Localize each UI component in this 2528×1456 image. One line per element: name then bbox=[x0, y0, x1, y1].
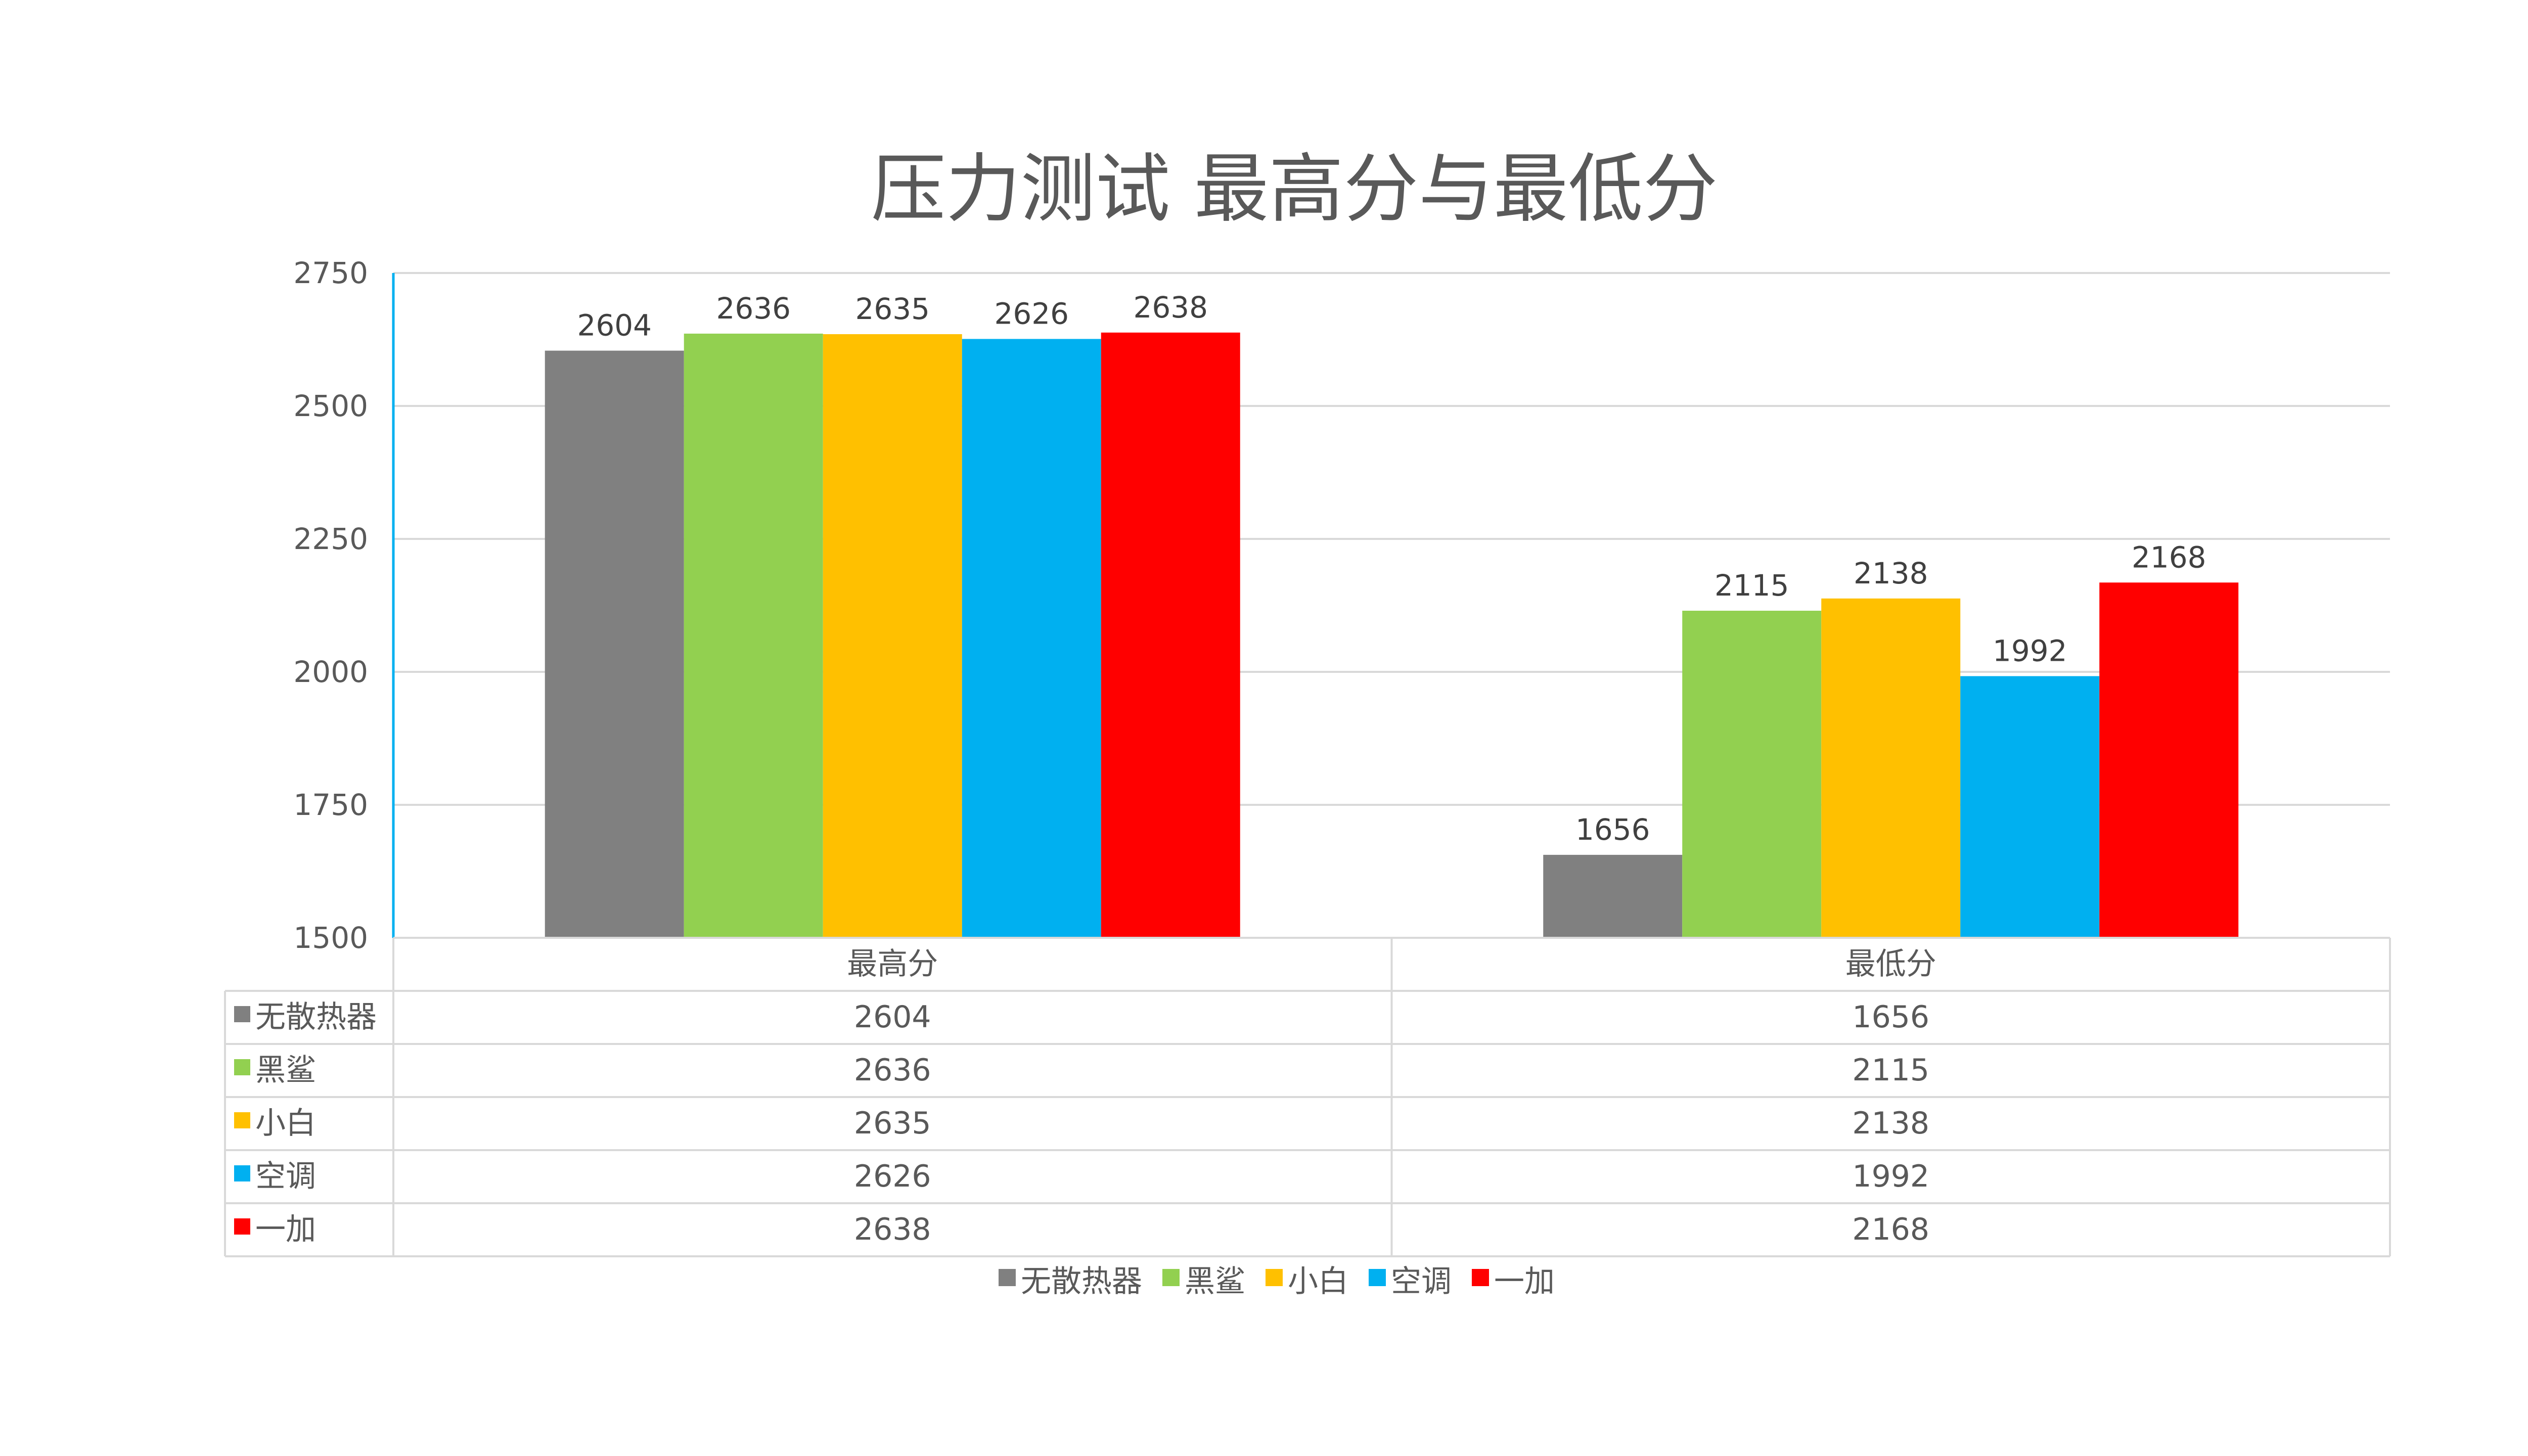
table-series-name: 小白 bbox=[255, 1106, 316, 1141]
legend-key bbox=[1266, 1269, 1283, 1286]
table-cell: 2626 bbox=[854, 1159, 931, 1194]
bar bbox=[1682, 611, 1822, 938]
y-tick-label: 2750 bbox=[293, 256, 368, 290]
legend-key bbox=[1162, 1269, 1180, 1286]
bar bbox=[1543, 854, 1683, 938]
data-label: 2635 bbox=[855, 292, 930, 326]
data-label: 2638 bbox=[1133, 290, 1208, 325]
y-axis: 1500 1750 2000 2250 2500 2750 bbox=[293, 256, 395, 955]
table-legend-key bbox=[234, 1112, 250, 1128]
data-label: 2115 bbox=[1714, 568, 1789, 603]
data-label: 1992 bbox=[1993, 633, 2067, 668]
bar bbox=[823, 334, 962, 938]
bars bbox=[545, 332, 2239, 938]
table-cell: 2635 bbox=[854, 1106, 931, 1141]
bar bbox=[962, 339, 1101, 938]
table-series-name: 一加 bbox=[255, 1212, 316, 1247]
table-cell: 2636 bbox=[854, 1053, 931, 1088]
bar bbox=[545, 350, 684, 938]
legend-label: 空调 bbox=[1391, 1264, 1452, 1299]
legend: 无散热器 黑鲨 小白 空调 一加 bbox=[999, 1264, 1555, 1299]
table-cell: 2604 bbox=[854, 999, 931, 1035]
legend-key bbox=[1369, 1269, 1386, 1286]
y-tick-label: 1500 bbox=[293, 921, 368, 955]
legend-label: 黑鲨 bbox=[1185, 1264, 1245, 1299]
category-label: 最高分 bbox=[847, 946, 938, 982]
table-series-name: 空调 bbox=[255, 1159, 316, 1194]
data-label: 2138 bbox=[1854, 556, 1928, 590]
data-label: 2636 bbox=[716, 291, 791, 326]
bar bbox=[1960, 676, 2100, 938]
legend-label: 小白 bbox=[1288, 1264, 1348, 1299]
y-tick-label: 2000 bbox=[293, 655, 368, 689]
data-label: 2168 bbox=[2132, 540, 2206, 574]
table-cell: 2138 bbox=[1852, 1106, 1929, 1141]
data-label: 2626 bbox=[994, 296, 1069, 331]
legend-key bbox=[999, 1269, 1016, 1286]
table-legend-key bbox=[234, 1165, 250, 1181]
bar bbox=[2099, 582, 2239, 938]
legend-label: 无散热器 bbox=[1021, 1264, 1142, 1299]
data-label: 2604 bbox=[577, 308, 652, 343]
bar bbox=[1821, 598, 1961, 938]
table-cell: 1992 bbox=[1852, 1159, 1929, 1194]
y-tick-label: 2250 bbox=[293, 522, 368, 556]
category-label: 最低分 bbox=[1845, 946, 1936, 982]
y-tick-label: 2500 bbox=[293, 389, 368, 423]
legend-key bbox=[1472, 1269, 1489, 1286]
bar bbox=[684, 333, 823, 938]
bar bbox=[1101, 332, 1240, 938]
y-tick-label: 1750 bbox=[293, 788, 368, 822]
legend-label: 一加 bbox=[1494, 1264, 1555, 1299]
data-label: 1656 bbox=[1575, 812, 1650, 847]
table-cell: 2115 bbox=[1852, 1053, 1929, 1088]
table-series-name: 无散热器 bbox=[255, 999, 377, 1035]
data-labels: 2604 2636 2635 2626 2638 1656 2115 2138 1992 2168 bbox=[577, 290, 2206, 847]
table-series-name: 黑鲨 bbox=[255, 1053, 316, 1088]
table-cell: 2168 bbox=[1852, 1212, 1929, 1247]
table-legend-key bbox=[234, 1218, 250, 1235]
table-legend-key bbox=[234, 1006, 250, 1022]
table-legend-key bbox=[234, 1059, 250, 1075]
table-cell: 1656 bbox=[1852, 999, 1929, 1035]
chart-title: 压力测试 最高分与最低分 bbox=[871, 146, 1718, 233]
table-cell: 2638 bbox=[854, 1212, 931, 1247]
